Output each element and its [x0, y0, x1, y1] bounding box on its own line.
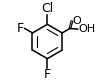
Text: O: O [72, 16, 81, 26]
Text: Cl: Cl [41, 2, 54, 15]
Text: F: F [17, 22, 24, 35]
Text: OH: OH [78, 24, 95, 34]
Text: F: F [44, 68, 51, 81]
